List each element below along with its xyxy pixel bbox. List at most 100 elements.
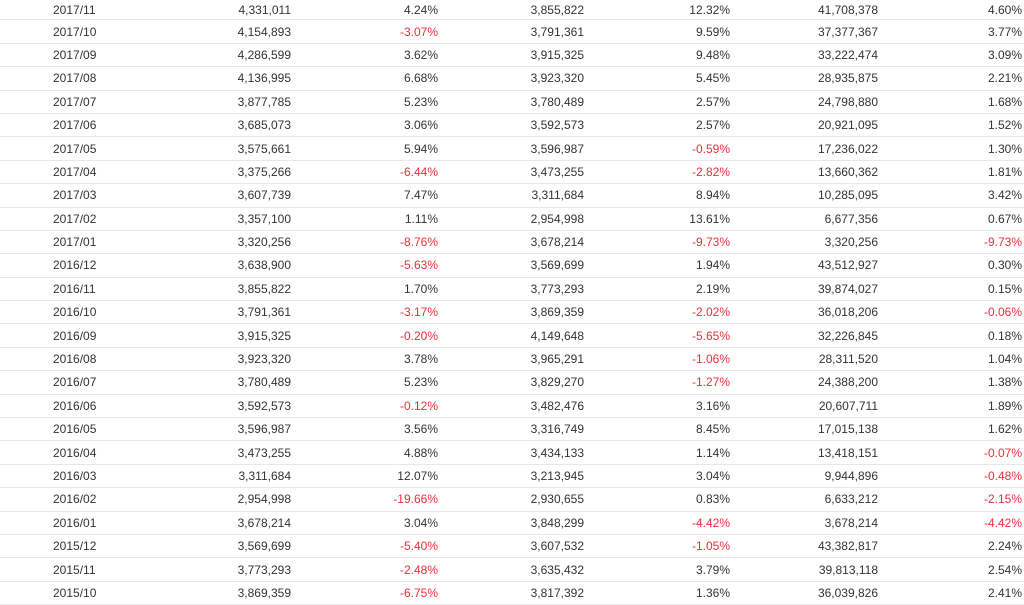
yoy-change-cell: 3.16% — [695, 398, 730, 413]
cumulative-change-cell: 1.52% — [987, 118, 1022, 133]
cumulative-cell: 28,935,875 — [817, 71, 878, 86]
prior-value-cell: 3,473,255 — [530, 164, 584, 179]
month-cell: 2017/01 — [53, 235, 97, 250]
cumulative-cell: 3,678,214 — [824, 515, 878, 530]
cumulative-cell: 20,607,711 — [818, 398, 878, 413]
month-cell: 2015/10 — [53, 585, 97, 600]
change-cell: -8.76% — [399, 235, 438, 250]
change-cell: -19.66% — [393, 492, 438, 507]
value-cell: 3,780,489 — [237, 375, 291, 390]
change-cell: 3.62% — [403, 47, 438, 62]
prior-value-cell: 3,791,361 — [530, 24, 584, 39]
value-cell: 3,877,785 — [237, 94, 291, 109]
prior-value-cell: 3,569,699 — [530, 258, 584, 273]
month-cell: 2017/08 — [53, 71, 97, 86]
table-row: 2015/11 3,773,293 -2.48% 3,635,432 3.79% 39,8… — [0, 558, 1024, 582]
prior-value-cell: 3,855,822 — [530, 2, 584, 17]
prior-value-cell: 3,434,133 — [530, 445, 584, 460]
cumulative-cell: 6,677,356 — [824, 211, 878, 226]
cumulative-change-cell: 1.81% — [987, 164, 1022, 179]
yoy-change-cell: 5.45% — [695, 71, 730, 86]
value-cell: 3,375,266 — [237, 164, 291, 179]
cumulative-cell: 20,921,095 — [817, 118, 878, 133]
month-cell: 2017/06 — [53, 118, 97, 133]
month-cell: 2016/07 — [53, 375, 97, 390]
value-cell: 3,773,293 — [237, 562, 291, 577]
change-cell: 7.47% — [403, 188, 438, 203]
table-row: 2016/06 3,592,573 -0.12% 3,482,476 3.16% 20,6… — [0, 395, 1024, 419]
month-cell: 2017/10 — [53, 24, 97, 39]
change-cell: 3.78% — [403, 352, 438, 367]
month-cell: 2016/01 — [53, 515, 97, 530]
yoy-change-cell: 1.94% — [695, 258, 730, 273]
change-cell: -5.63% — [399, 258, 438, 273]
cumulative-cell: 39,813,118 — [818, 562, 878, 577]
month-cell: 2016/09 — [53, 328, 97, 343]
prior-value-cell: 4,149,648 — [530, 328, 584, 343]
cumulative-cell: 36,018,206 — [817, 305, 878, 320]
prior-value-cell: 3,923,320 — [530, 71, 584, 86]
table-row: 2016/03 3,311,684 12.07% 3,213,945 3.04% 9,94… — [0, 465, 1024, 489]
prior-value-cell: 3,780,489 — [530, 94, 584, 109]
month-cell: 2016/10 — [53, 305, 97, 320]
cumulative-cell: 9,944,896 — [824, 469, 878, 483]
prior-value-cell: 3,829,270 — [530, 375, 584, 390]
value-cell: 3,915,325 — [237, 328, 291, 343]
yoy-change-cell: 3.04% — [695, 469, 730, 483]
table-row: 2017/09 4,286,599 3.62% 3,915,325 9.48% 33,22… — [0, 44, 1024, 68]
month-cell: 2017/02 — [53, 211, 97, 226]
yoy-change-cell: 9.59% — [695, 24, 730, 39]
yoy-change-cell: 8.94% — [695, 188, 730, 203]
month-cell: 2017/05 — [53, 141, 97, 156]
value-cell: 4,136,995 — [237, 71, 291, 86]
cumulative-change-cell: -0.07% — [983, 445, 1022, 460]
table-row: 2017/02 3,357,100 1.11% 2,954,998 13.61% 6,67… — [0, 208, 1024, 231]
table-row: 2015/12 3,569,699 -5.40% 3,607,532 -1.05% 43,… — [0, 535, 1024, 559]
table-row: 2016/11 3,855,822 1.70% 3,773,293 2.19% 39,87… — [0, 278, 1024, 302]
cumulative-change-cell: 0.18% — [987, 328, 1022, 343]
value-cell: 3,855,822 — [237, 281, 291, 296]
change-cell: -5.40% — [399, 539, 438, 554]
prior-value-cell: 3,316,749 — [530, 422, 584, 437]
cumulative-cell: 28,311,520 — [818, 352, 878, 367]
yoy-change-cell: -1.06% — [691, 352, 730, 367]
cumulative-change-cell: 3.42% — [987, 188, 1022, 203]
month-cell: 2016/02 — [53, 492, 97, 507]
change-cell: 6.68% — [403, 71, 438, 86]
yoy-change-cell: -4.42% — [691, 515, 730, 530]
change-cell: 4.88% — [403, 445, 438, 460]
cumulative-cell: 36,039,826 — [817, 585, 878, 600]
change-cell: 1.11% — [404, 211, 438, 226]
value-cell: 3,320,256 — [237, 235, 291, 250]
value-cell: 3,569,699 — [237, 539, 291, 554]
yoy-change-cell: -1.05% — [691, 539, 730, 554]
table-row: 2017/11 4,331,011 4.24% 3,855,822 12.32% 41,7… — [0, 0, 1024, 21]
table-row: 2016/05 3,596,987 3.56% 3,316,749 8.45% 17,01… — [0, 418, 1024, 442]
change-cell: -0.12% — [399, 398, 438, 413]
prior-value-cell: 3,607,532 — [530, 539, 584, 554]
table-row: 2016/12 3,638,900 -5.63% 3,569,699 1.94% 43,5… — [0, 254, 1024, 278]
cumulative-cell: 37,377,367 — [817, 24, 878, 39]
change-cell: 12.07% — [397, 469, 438, 483]
value-cell: 3,678,214 — [237, 515, 291, 530]
cumulative-change-cell: -9.73% — [983, 235, 1022, 250]
cumulative-cell: 17,015,138 — [817, 422, 878, 437]
cumulative-change-cell: 1.89% — [987, 398, 1022, 413]
prior-value-cell: 3,482,476 — [530, 398, 584, 413]
prior-value-cell: 3,592,573 — [530, 118, 584, 133]
value-cell: 2,954,998 — [237, 492, 291, 507]
table-row: 2016/10 3,791,361 -3.17% 3,869,359 -2.02% 36,… — [0, 301, 1024, 325]
value-cell: 3,638,900 — [237, 258, 291, 273]
value-cell: 3,473,255 — [237, 445, 291, 460]
yoy-change-cell: 3.79% — [695, 562, 730, 577]
cumulative-cell: 43,382,817 — [817, 539, 878, 554]
value-cell: 3,791,361 — [237, 305, 291, 320]
table-row: 2016/08 3,923,320 3.78% 3,965,291 -1.06% 28,3… — [0, 348, 1024, 372]
cumulative-change-cell: 0.30% — [987, 258, 1022, 273]
month-cell: 2015/11 — [53, 562, 96, 577]
cumulative-change-cell: 4.60% — [987, 2, 1022, 17]
table-row: 2017/03 3,607,739 7.47% 3,311,684 8.94% 10,28… — [0, 184, 1024, 208]
month-cell: 2017/09 — [53, 47, 97, 62]
cumulative-cell: 33,222,474 — [817, 47, 878, 62]
cumulative-cell: 39,874,027 — [817, 281, 878, 296]
